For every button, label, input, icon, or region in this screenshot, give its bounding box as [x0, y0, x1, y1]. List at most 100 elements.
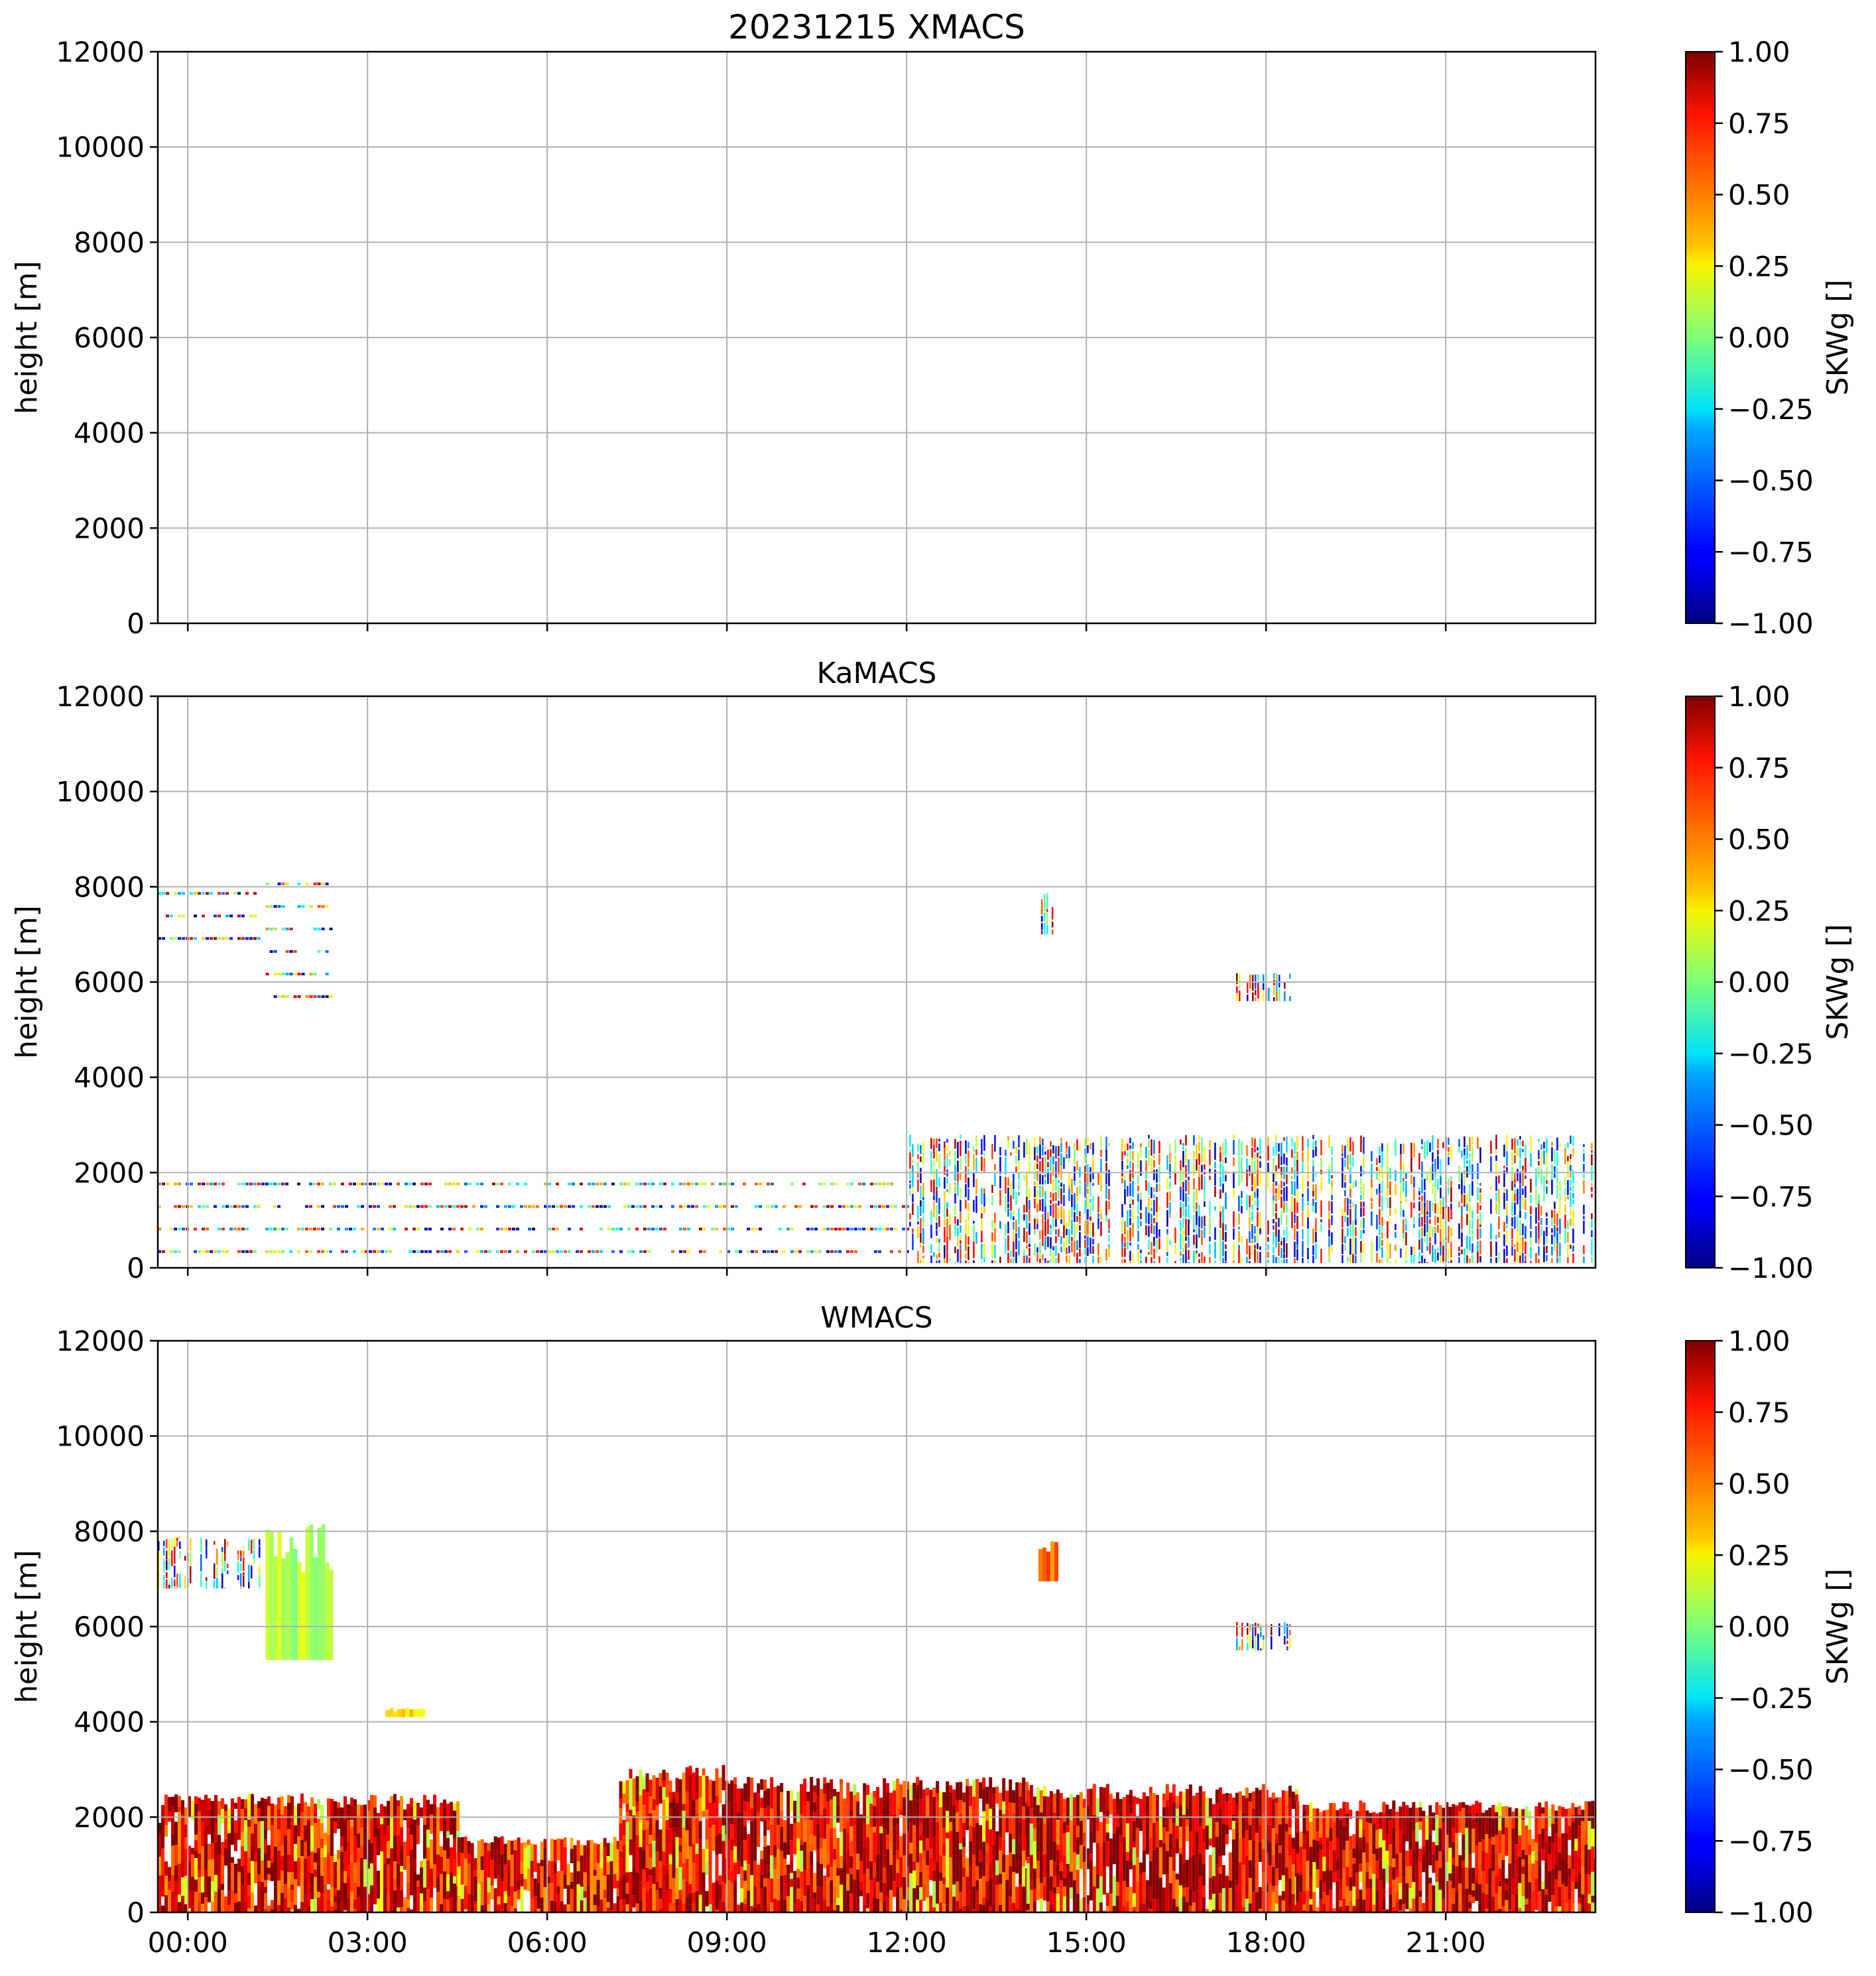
data-cell [1418, 1201, 1420, 1211]
data-cell [1347, 1138, 1349, 1153]
data-cell [703, 1227, 706, 1231]
data-cell [1056, 1875, 1060, 1887]
data-cell [184, 1848, 188, 1876]
data-cell [1395, 1877, 1399, 1893]
data-cell [1554, 1209, 1556, 1225]
data-cell [1525, 1158, 1527, 1174]
data-cell [1329, 1827, 1333, 1841]
data-cell [1153, 1194, 1155, 1198]
data-cell [1019, 1835, 1023, 1843]
data-cell [218, 1801, 221, 1816]
data-cell [981, 1219, 983, 1230]
data-cell [1196, 1225, 1198, 1234]
data-cell [1145, 1180, 1147, 1191]
data-cell [1525, 1144, 1527, 1158]
data-cell [936, 1186, 938, 1190]
data-cell [1018, 1226, 1020, 1239]
data-cell [1034, 1162, 1036, 1171]
data-cell [249, 1250, 253, 1253]
data-cell [403, 1809, 406, 1821]
data-cell [570, 1881, 574, 1889]
data-cell [273, 1182, 277, 1186]
data-cell [1347, 1227, 1349, 1237]
data-cell [1281, 1237, 1282, 1241]
data-cell [1076, 1224, 1078, 1233]
data-cell [1319, 1849, 1323, 1881]
data-cell [899, 1857, 903, 1888]
data-cell [1344, 1245, 1346, 1251]
data-cell [873, 1897, 877, 1912]
data-cell [930, 1160, 932, 1175]
data-cell [759, 1205, 762, 1208]
data-cell [906, 1854, 910, 1868]
data-cell [1424, 1207, 1426, 1224]
data-cell [938, 1143, 940, 1152]
data-cell [1182, 1248, 1184, 1253]
data-cell [1023, 1174, 1025, 1182]
data-cell [954, 1182, 956, 1186]
data-cell [1461, 1229, 1463, 1233]
data-cell [1530, 1194, 1532, 1204]
data-cell [898, 1250, 901, 1253]
data-cell [1296, 1901, 1300, 1912]
data-cell [284, 1854, 287, 1884]
data-cell [671, 1182, 674, 1186]
data-cell [1538, 1194, 1540, 1200]
data-cell [450, 1847, 453, 1873]
data-cell [1259, 1251, 1261, 1263]
data-cell [381, 1250, 384, 1253]
data-cell [1434, 1158, 1436, 1174]
data-cell [1291, 1791, 1295, 1809]
data-cell [946, 1185, 948, 1188]
data-cell [1258, 1886, 1262, 1909]
data-cell [285, 927, 289, 930]
data-cell [1360, 1201, 1362, 1207]
data-cell [1036, 1163, 1038, 1169]
data-cell [1097, 1172, 1099, 1185]
data-cell [330, 1816, 334, 1830]
data-cell [1251, 1194, 1253, 1202]
data-cell [1214, 1161, 1216, 1168]
data-cell [632, 1778, 636, 1801]
data-cell [297, 1250, 300, 1253]
data-cell [790, 1250, 794, 1253]
data-cell [221, 1855, 224, 1884]
data-cell [942, 1792, 946, 1804]
data-cell [803, 1778, 807, 1807]
data-cell [1363, 1137, 1365, 1154]
data-cell [1288, 1907, 1292, 1912]
data-cell [1198, 1176, 1200, 1191]
data-cell [580, 1227, 583, 1231]
data-cell [1371, 1198, 1373, 1202]
data-cell [1326, 1837, 1330, 1870]
data-cell [1238, 1231, 1240, 1243]
data-cell [1572, 1193, 1574, 1199]
data-cell [1556, 1243, 1558, 1257]
data-cell [1435, 1802, 1439, 1816]
data-cell [702, 1849, 706, 1873]
data-cell [1395, 1183, 1397, 1196]
data-cell [853, 1854, 857, 1880]
data-cell [1291, 1138, 1293, 1147]
data-cell [583, 1891, 587, 1898]
data-cell [1201, 1174, 1203, 1190]
data-cell [849, 1874, 853, 1894]
data-cell [405, 1227, 408, 1231]
data-cell [310, 1873, 314, 1900]
data-cell [1029, 1247, 1031, 1257]
data-cell [264, 1839, 267, 1854]
data-cell [909, 1784, 913, 1801]
data-cell [297, 1824, 300, 1837]
data-cell [1105, 1172, 1107, 1185]
data-cell [527, 1839, 531, 1845]
data-cell [840, 1831, 844, 1857]
data-cell [649, 1843, 653, 1858]
data-cell [1360, 1241, 1362, 1253]
data-cell [1100, 1181, 1102, 1192]
data-cell [218, 937, 221, 940]
data-cell [946, 1144, 948, 1151]
data-cell [1231, 1839, 1235, 1863]
data-cell [1084, 1165, 1086, 1182]
data-cell [1268, 1797, 1272, 1825]
